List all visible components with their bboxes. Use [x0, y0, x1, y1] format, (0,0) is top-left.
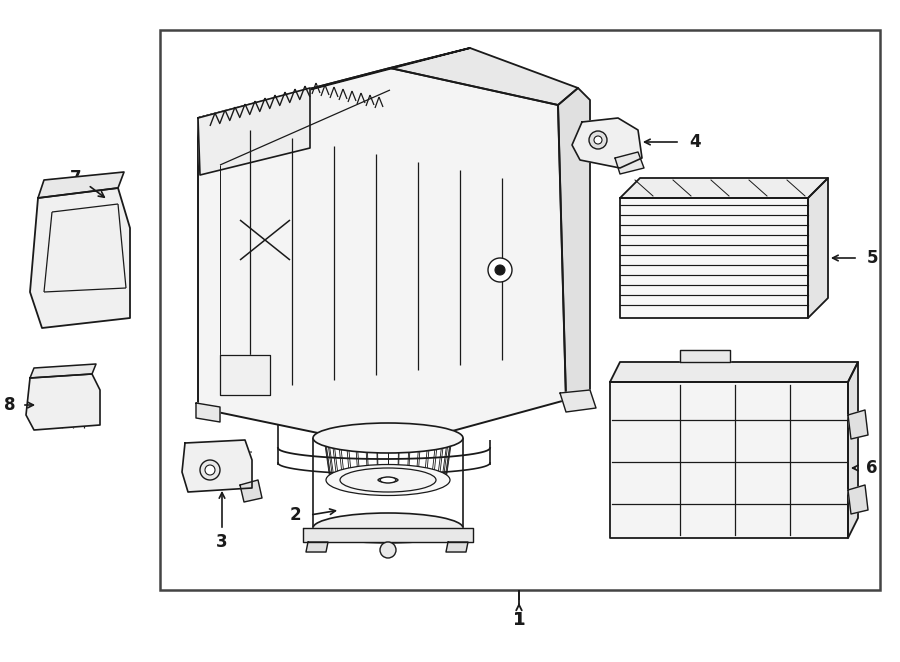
Polygon shape: [620, 198, 808, 318]
Polygon shape: [198, 68, 566, 448]
Ellipse shape: [326, 465, 450, 495]
Polygon shape: [30, 188, 130, 328]
Polygon shape: [560, 390, 596, 412]
Polygon shape: [182, 440, 252, 492]
Polygon shape: [848, 362, 858, 538]
Polygon shape: [615, 152, 644, 174]
Text: 3: 3: [216, 533, 228, 551]
Ellipse shape: [313, 513, 463, 543]
Circle shape: [589, 131, 607, 149]
Polygon shape: [680, 350, 730, 362]
Polygon shape: [620, 178, 828, 198]
Polygon shape: [572, 118, 642, 168]
Polygon shape: [30, 364, 96, 378]
Text: 8: 8: [4, 396, 16, 414]
Ellipse shape: [340, 468, 436, 492]
Text: 1: 1: [513, 611, 526, 629]
Polygon shape: [196, 403, 220, 422]
Polygon shape: [240, 480, 262, 502]
Polygon shape: [198, 88, 310, 175]
Polygon shape: [26, 374, 100, 430]
Polygon shape: [558, 88, 590, 400]
Circle shape: [205, 465, 215, 475]
Polygon shape: [808, 178, 828, 318]
Ellipse shape: [313, 423, 463, 453]
Polygon shape: [610, 382, 848, 538]
Polygon shape: [848, 485, 868, 514]
Circle shape: [380, 542, 396, 558]
Text: 6: 6: [866, 459, 878, 477]
Text: 7: 7: [70, 169, 82, 187]
Text: 2: 2: [289, 506, 301, 524]
Circle shape: [488, 258, 512, 282]
Polygon shape: [446, 542, 468, 552]
Bar: [160, 30, 880, 590]
Polygon shape: [390, 48, 578, 105]
Circle shape: [594, 136, 602, 144]
Polygon shape: [303, 528, 473, 542]
Circle shape: [200, 460, 220, 480]
Polygon shape: [848, 410, 868, 439]
Ellipse shape: [378, 477, 398, 483]
Text: 4: 4: [689, 133, 701, 151]
Text: 5: 5: [866, 249, 878, 267]
Polygon shape: [610, 362, 858, 382]
Polygon shape: [38, 172, 124, 198]
Circle shape: [495, 265, 505, 275]
Text: 1: 1: [513, 611, 526, 629]
Polygon shape: [198, 48, 470, 118]
Ellipse shape: [380, 477, 396, 483]
Polygon shape: [220, 355, 270, 395]
Polygon shape: [306, 542, 328, 552]
